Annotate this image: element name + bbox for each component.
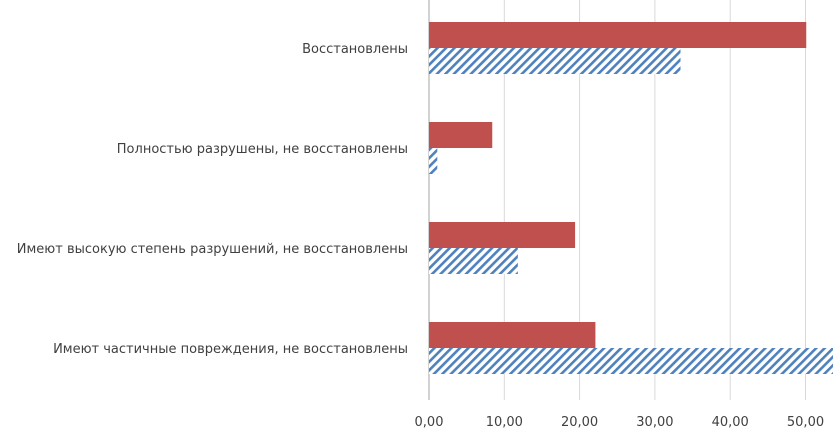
category-label: Имеют высокую степень разрушений, не вос… [17, 242, 408, 257]
bar-series-1 [429, 322, 596, 348]
x-tick-label: 30,00 [636, 415, 673, 430]
x-tick-label: 0,00 [415, 415, 444, 430]
category-label: Имеют частичные повреждения, не восстано… [53, 342, 408, 357]
x-tick-label: 50,00 [787, 415, 824, 430]
x-tick-labels: 0,00 10,00 20,00 30,00 40,00 50,00 [415, 415, 825, 430]
bar-series-1 [429, 22, 807, 48]
bar-series-2 [429, 148, 438, 174]
bar-series-1 [429, 222, 576, 248]
bars [429, 22, 833, 374]
x-tick-label: 40,00 [712, 415, 749, 430]
category-labels: Восстановлены Полностью разрушены, не вос… [17, 42, 408, 357]
x-tick-label: 10,00 [486, 415, 523, 430]
bar-series-2 [429, 48, 681, 74]
bar-series-2 [429, 248, 518, 274]
category-label: Восстановлены [302, 42, 408, 57]
x-tick-label: 20,00 [561, 415, 598, 430]
bar-series-1 [429, 122, 493, 148]
bar-series-2 [429, 348, 833, 374]
category-label: Полностью разрушены, не восстановлены [117, 142, 408, 157]
